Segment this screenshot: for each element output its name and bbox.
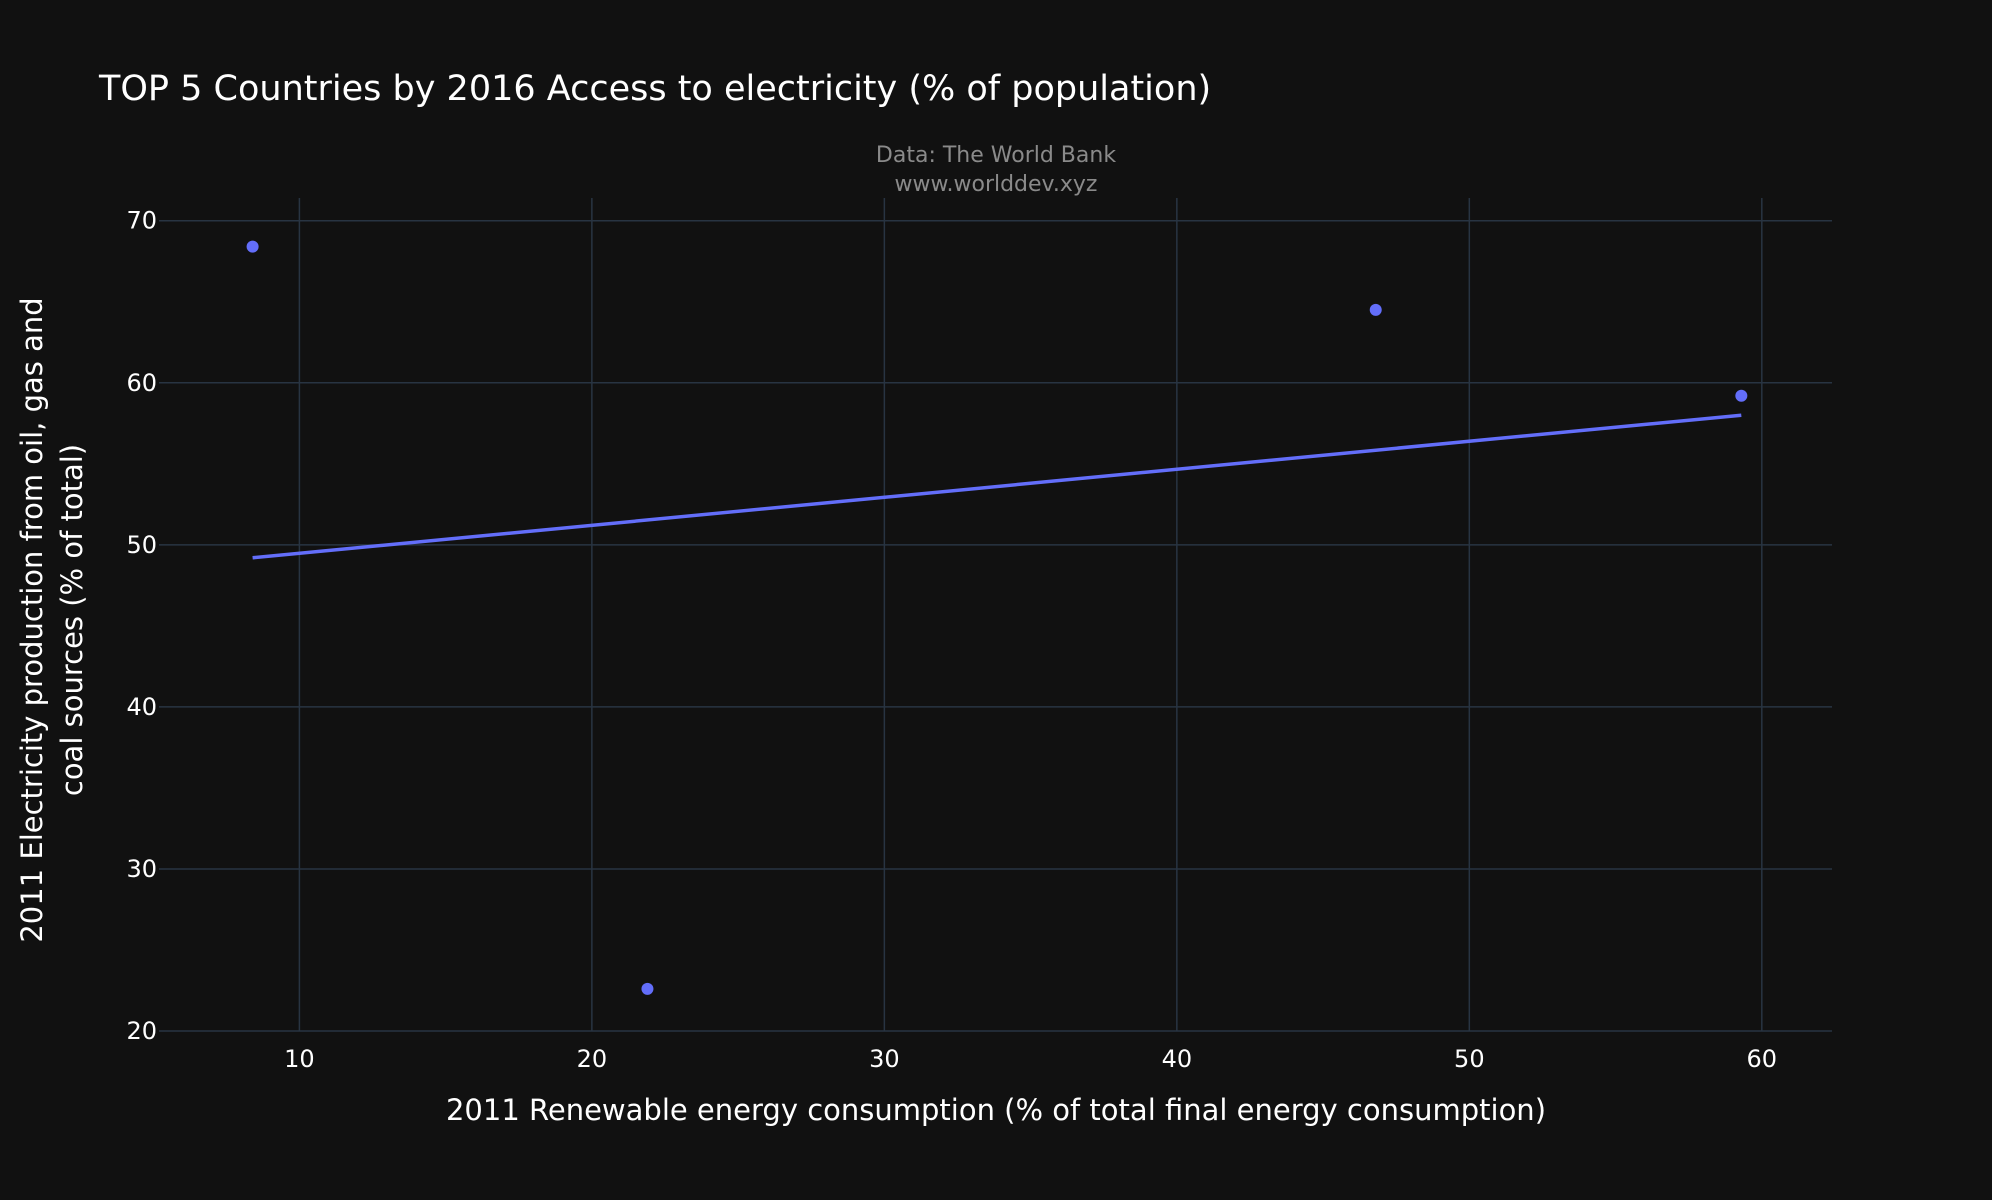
x-tick-label: 50 — [1454, 1045, 1485, 1073]
y-axis-title-line-2: coal sources (% of total) — [55, 444, 89, 796]
y-tick-label: 40 — [126, 693, 157, 721]
y-tick-label: 60 — [126, 369, 157, 397]
scatter-point[interactable] — [641, 982, 654, 995]
y-axis-title-line-1: 2011 Electricity production from oil, ga… — [15, 297, 49, 942]
chart-title: TOP 5 Countries by 2016 Access to electr… — [98, 69, 1211, 109]
x-tick-label: 20 — [577, 1045, 608, 1073]
y-tick-label: 20 — [126, 1017, 157, 1045]
x-tick-label: 40 — [1162, 1045, 1193, 1073]
scatter-point[interactable] — [246, 240, 259, 253]
x-tick-label: 30 — [869, 1045, 900, 1073]
scatter-point[interactable] — [1369, 303, 1382, 316]
scatter-point[interactable] — [1735, 389, 1748, 402]
axis-ticks: 10 20 30 40 50 60 20 30 40 50 60 70 — [126, 207, 1777, 1073]
y-axis-title: 2011 Electricity production from oil, ga… — [15, 297, 89, 942]
plot-marks — [246, 240, 1748, 995]
subtitle-line-url: www.worlddev.xyz — [895, 172, 1098, 197]
y-tick-label: 30 — [126, 855, 157, 883]
y-tick-label: 70 — [126, 207, 157, 235]
y-tick-label: 50 — [126, 531, 157, 559]
trend-line — [252, 413, 1742, 560]
gridlines — [159, 198, 1832, 1032]
x-tick-label: 60 — [1747, 1045, 1778, 1073]
subtitle-line-source: Data: The World Bank — [876, 143, 1116, 168]
x-axis-title: 2011 Renewable energy consumption (% of … — [446, 1093, 1546, 1127]
x-tick-label: 10 — [284, 1045, 315, 1073]
